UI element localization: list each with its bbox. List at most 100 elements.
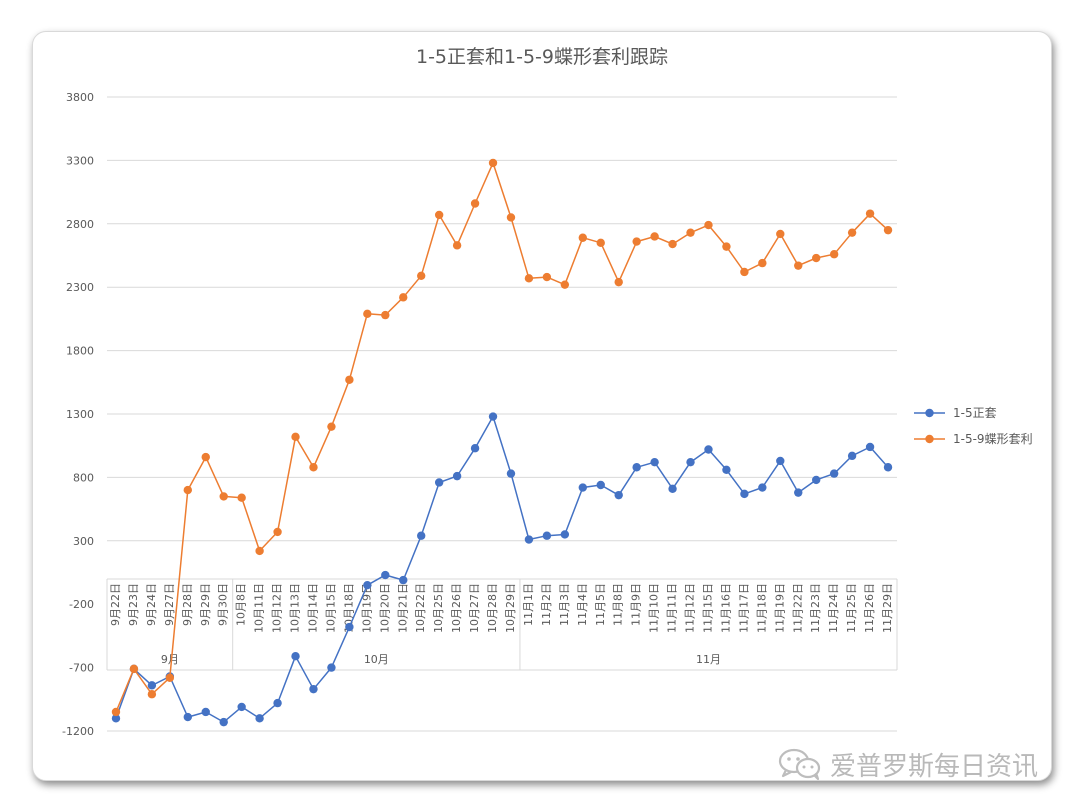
- watermark: 爱普罗斯每日资讯: [778, 744, 1038, 784]
- data-point: [686, 457, 695, 467]
- series-2: [111, 158, 893, 717]
- x-group-label: 10月: [364, 653, 389, 666]
- x-tick-label: 11月10日: [648, 583, 661, 633]
- x-tick-label: 11月26日: [863, 583, 876, 633]
- data-point: [488, 412, 498, 421]
- data-point: [883, 463, 893, 472]
- data-point: [812, 253, 821, 263]
- x-tick-label: 11月16日: [719, 583, 732, 633]
- data-point: [363, 309, 372, 319]
- x-tick-label: 11月15日: [701, 583, 714, 633]
- data-point: [560, 530, 570, 539]
- data-point: [452, 241, 462, 250]
- data-point: [183, 485, 192, 495]
- data-point: [291, 651, 300, 661]
- data-point: [309, 684, 318, 694]
- data-point: [578, 483, 587, 492]
- x-tick-label: 10月21日: [396, 583, 409, 633]
- data-point: [596, 238, 605, 248]
- watermark-text: 爱普罗斯每日资讯: [830, 751, 1039, 782]
- series-layer: [111, 158, 893, 727]
- legend-label: 1-5正套: [953, 406, 997, 420]
- x-tick-label: 9月28日: [181, 583, 194, 626]
- data-point: [632, 237, 641, 246]
- data-point: [201, 707, 210, 717]
- x-tick-label: 11月18日: [755, 583, 768, 633]
- data-point: [363, 580, 372, 590]
- x-tick-label: 10月29日: [504, 583, 517, 633]
- x-tick-label: 11月9日: [630, 583, 643, 626]
- data-point: [345, 375, 354, 384]
- x-tick-label: 10月8日: [235, 583, 248, 626]
- y-axis-ticks: -1200 -700 -200 300 800 1300 1800 2300 2800 3300 3…: [62, 91, 94, 738]
- x-tick-label: 11月29日: [881, 583, 894, 633]
- data-point: [776, 456, 785, 466]
- category-table-bg: [107, 579, 897, 670]
- data-point: [488, 158, 498, 168]
- data-point: [381, 310, 390, 320]
- y-tick-label: 300: [73, 535, 94, 548]
- data-point: [147, 681, 157, 690]
- x-tick-label: 11月1日: [522, 583, 535, 626]
- x-tick-label: 10月14日: [306, 583, 319, 633]
- data-point: [704, 445, 713, 454]
- data-point: [255, 546, 264, 556]
- x-tick-label: 11月12日: [684, 583, 697, 633]
- x-tick-label: 9月24日: [145, 583, 158, 626]
- x-tick-label: 9月29日: [199, 583, 212, 626]
- x-tick-label: 11月25日: [845, 583, 858, 633]
- data-point: [452, 471, 462, 481]
- data-point: [237, 702, 246, 712]
- data-point: [758, 483, 767, 492]
- data-point: [255, 714, 264, 723]
- data-point: [542, 531, 552, 540]
- data-point: [560, 280, 570, 289]
- x-tick-label: 10月13日: [289, 583, 302, 633]
- data-point: [434, 478, 444, 487]
- data-point: [632, 463, 641, 472]
- data-point: [542, 272, 552, 282]
- x-tick-label: 11月8日: [612, 583, 625, 626]
- data-point: [758, 258, 767, 268]
- data-point: [847, 451, 857, 461]
- data-point: [722, 242, 731, 251]
- x-tick-label: 11月4日: [576, 583, 589, 626]
- x-tick-label: 10月11日: [253, 583, 266, 633]
- x-tick-label: 11月5日: [594, 583, 607, 626]
- x-tick-label: 9月30日: [217, 583, 230, 626]
- data-point: [327, 422, 336, 431]
- x-tick-label: 9月23日: [127, 583, 140, 626]
- x-tick-label: 11月2日: [540, 583, 553, 626]
- data-point: [273, 698, 282, 708]
- x-tick-label: 11月23日: [809, 583, 822, 633]
- x-tick-label: 9月27日: [163, 583, 176, 626]
- y-tick-label: -200: [69, 598, 94, 611]
- y-tick-label: -1200: [62, 725, 94, 738]
- x-tick-label: 10月19日: [360, 583, 373, 633]
- x-tick-label: 10月15日: [324, 583, 337, 633]
- x-tick-label: 9月22日: [109, 583, 122, 626]
- data-point: [129, 664, 139, 674]
- data-point: [829, 250, 839, 259]
- data-point: [309, 463, 318, 472]
- y-tick-label: 1300: [66, 408, 94, 421]
- data-point: [147, 690, 157, 699]
- data-point: [201, 452, 210, 462]
- data-point: [686, 228, 695, 237]
- y-tick-label: 1800: [66, 345, 94, 358]
- data-point: [506, 213, 516, 222]
- data-point: [434, 210, 444, 220]
- series-1: [111, 412, 893, 727]
- category-axis-table: 9月22日 9月23日 9月24日 9月27日 9月28日 9月29日 9月30日 10月8日…: [106, 578, 898, 671]
- x-tick-label: 11月3日: [558, 583, 571, 626]
- data-point: [417, 271, 426, 280]
- data-point: [345, 622, 354, 632]
- data-point: [596, 480, 605, 490]
- data-point: [417, 531, 426, 540]
- wechat-icon: [778, 748, 821, 781]
- chart-card: 1-5正套和1-5-9蝶形套利跟踪 -1200 -700 -200 300 800 130…: [32, 31, 1052, 781]
- x-tick-label: 10月22日: [414, 583, 427, 633]
- line-chart: 1-5正套和1-5-9蝶形套利跟踪 -1200 -700 -200 300 800 130…: [62, 46, 1033, 738]
- data-point: [111, 707, 121, 717]
- x-group-label: 9月: [161, 653, 179, 666]
